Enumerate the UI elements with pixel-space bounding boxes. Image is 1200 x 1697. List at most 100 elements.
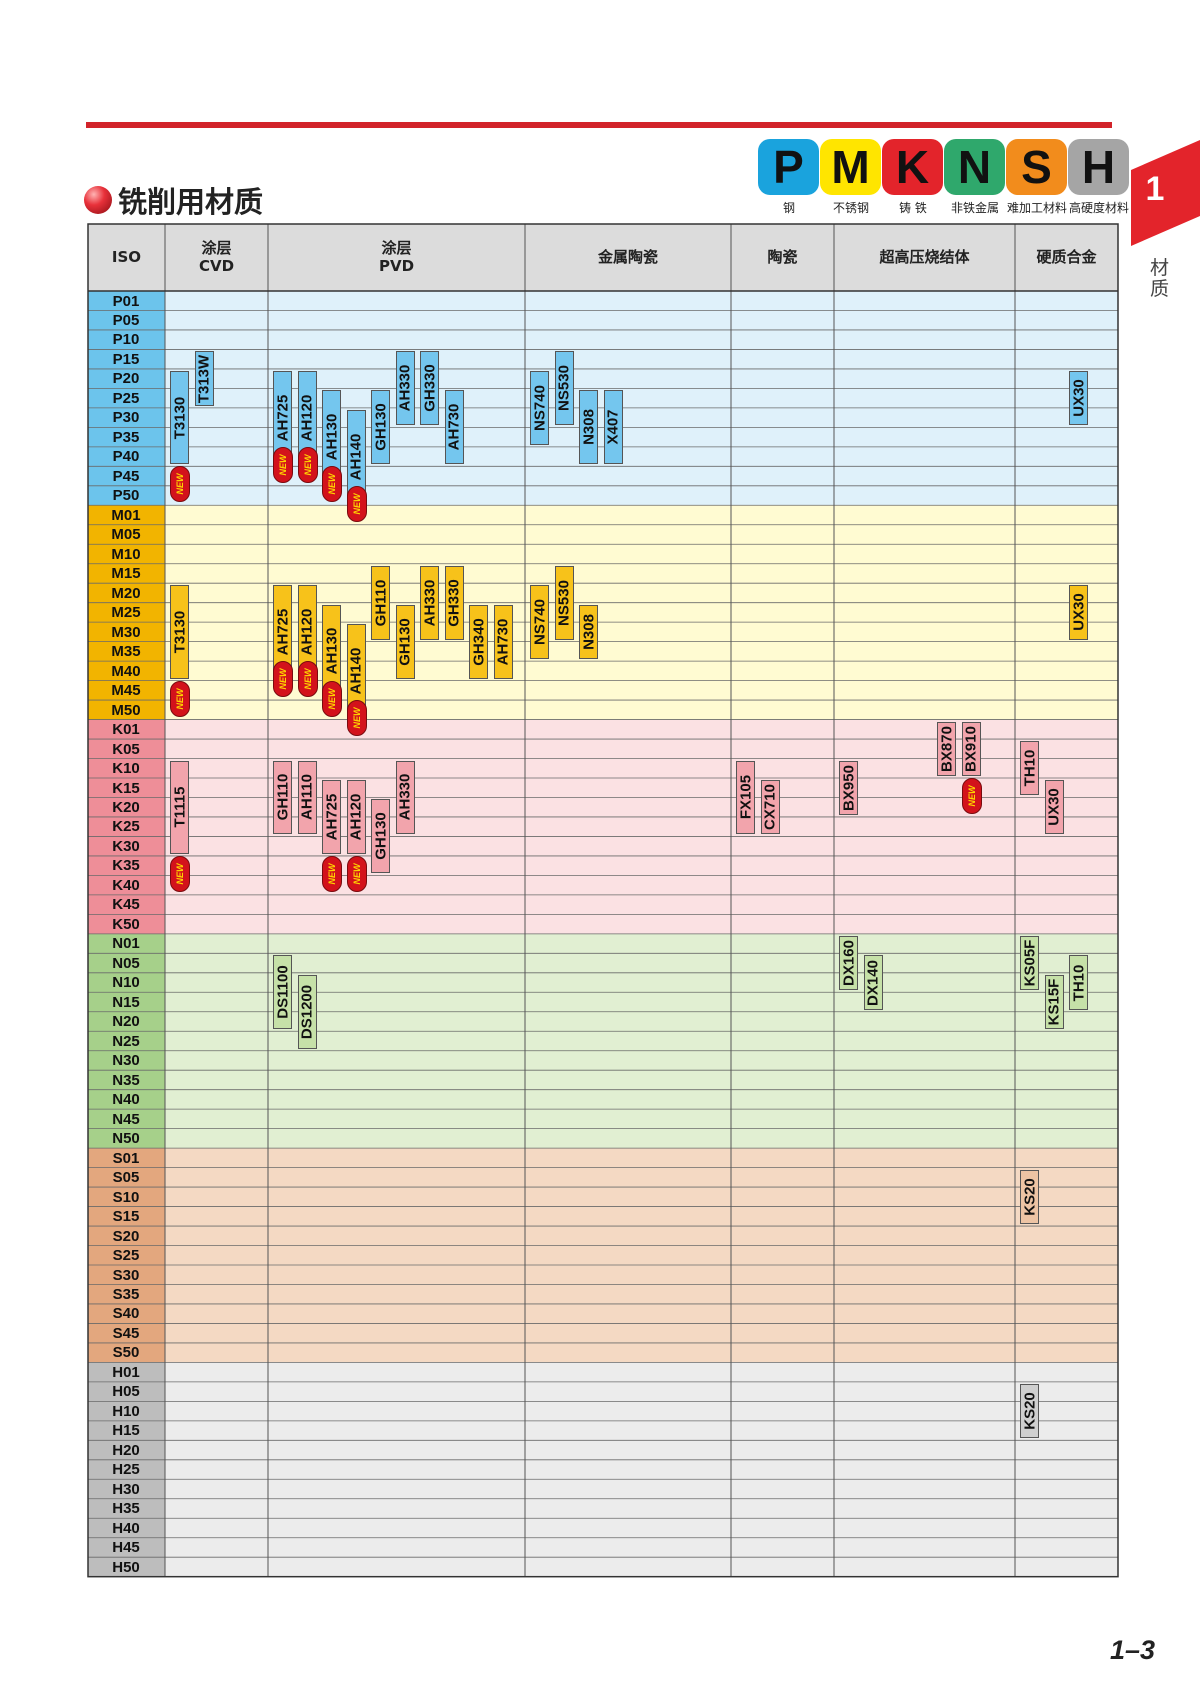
iso-code: N30: [112, 1052, 140, 1070]
grade-label: KS20: [1021, 1178, 1038, 1216]
iso-code: N50: [112, 1130, 140, 1148]
section-title: 铣削用材质: [84, 180, 263, 220]
grade-gh130: GH130: [371, 799, 390, 874]
grade-gh330: GH330: [444, 565, 464, 640]
group-bg-h: [165, 1362, 1118, 1577]
group-bg-n: [165, 933, 1118, 1149]
grade-label: KS20: [1021, 1392, 1038, 1430]
new-badge-icon: NEW: [961, 778, 982, 814]
iso-code: M10: [111, 545, 141, 563]
iso-code: N25: [112, 1032, 140, 1050]
grade-t3130: T3130: [170, 370, 189, 465]
iso-code: K45: [112, 896, 140, 914]
iso-code: N40: [112, 1091, 140, 1109]
grade-ks20: KS20: [1020, 1169, 1039, 1225]
grade-label: AH120: [298, 608, 316, 656]
grade-label: UX30: [1070, 379, 1087, 417]
iso-code: P40: [112, 448, 140, 466]
grade-ns740: NS740: [530, 370, 549, 445]
table-header-4: 陶瓷: [767, 247, 798, 266]
new-badge-label: NEW: [327, 688, 337, 710]
grade-label: AH330: [396, 774, 414, 821]
new-badge-icon: NEW: [346, 855, 367, 892]
iso-code: S25: [112, 1247, 140, 1265]
new-badge-label: NEW: [278, 454, 288, 476]
iso-code: K50: [112, 915, 140, 933]
grade-t3130: T3130: [170, 585, 189, 679]
iso-code: K30: [112, 837, 140, 855]
category-label-m: 不锈钢: [832, 201, 869, 215]
new-badge-label: NEW: [278, 668, 288, 690]
grade-label: DX140: [864, 959, 882, 1006]
grade-label: KS05F: [1021, 939, 1038, 987]
grade-label: DX160: [840, 940, 857, 986]
section-tab: [1131, 140, 1200, 246]
grade-t313w: T313W: [194, 351, 214, 406]
new-badge-label: NEW: [175, 688, 185, 710]
group-bg-s: [165, 1148, 1118, 1363]
grade-n308: N308: [579, 390, 598, 465]
iso-code: S15: [112, 1208, 140, 1226]
grade-label: X407: [604, 409, 622, 445]
grade-label: GH130: [396, 617, 414, 666]
new-badge-icon: NEW: [170, 855, 190, 892]
section-title-text: 铣削用材质: [118, 185, 264, 219]
iso-code: P25: [112, 389, 140, 407]
new-badge-icon: NEW: [297, 661, 318, 698]
iso-code: H50: [112, 1558, 140, 1576]
iso-code: S30: [112, 1266, 140, 1284]
grade-label: KS15F: [1045, 978, 1063, 1026]
grade-label: AH130: [323, 628, 340, 675]
new-badge-icon: NEW: [322, 680, 342, 717]
iso-code: S45: [112, 1324, 140, 1342]
top-rule: [86, 122, 1112, 128]
category-badge-p: P: [758, 139, 819, 195]
grade-x407: X407: [603, 390, 623, 465]
grade-gh130: GH130: [395, 604, 415, 679]
page-number: 1–3: [1110, 1635, 1156, 1665]
iso-code: H35: [112, 1500, 140, 1518]
new-badge-icon: NEW: [322, 855, 342, 892]
category-badge-m: M: [820, 139, 881, 195]
grade-label: N308: [580, 613, 597, 650]
category-badge-s: S: [1006, 139, 1067, 195]
grade-label: NS530: [555, 579, 573, 626]
grade-label: TH10: [1070, 964, 1087, 1001]
iso-code: M05: [111, 526, 141, 544]
grade-label: DS1100: [274, 965, 291, 1019]
section-tab-label: 材质: [1150, 257, 1170, 300]
grade-label: GH130: [372, 403, 389, 452]
grade-gh110: GH110: [273, 760, 292, 835]
grade-label: AH330: [396, 365, 414, 412]
new-badge-icon: NEW: [322, 466, 342, 503]
new-badge-label: NEW: [351, 493, 362, 515]
grade-label: AH330: [421, 579, 438, 627]
iso-code: P50: [112, 487, 140, 505]
grade-ah730: AH730: [493, 604, 513, 679]
new-badge-icon: NEW: [273, 446, 293, 483]
grade-label: N308: [580, 409, 597, 446]
category-badge-n: N: [944, 139, 1005, 195]
grade-ah725: AH725: [322, 780, 341, 854]
table-header-6: 硬质合金: [1036, 247, 1097, 266]
iso-code: N20: [112, 1013, 140, 1031]
grade-label: GH110: [274, 774, 291, 821]
grade-n308: N308: [579, 604, 598, 660]
grade-ux30: UX30: [1069, 585, 1088, 640]
iso-code: K40: [112, 876, 140, 894]
iso-code: M40: [111, 662, 141, 680]
category-badge-k: K: [882, 139, 943, 195]
grade-label: UX30: [1070, 593, 1087, 632]
iso-code: N15: [112, 993, 140, 1011]
new-badge-label: NEW: [351, 707, 362, 729]
category-label-s: 难加工材料: [1006, 201, 1067, 215]
grade-label: AH730: [445, 403, 463, 451]
grade-th10: TH10: [1020, 741, 1039, 796]
iso-code: H40: [112, 1519, 140, 1537]
category-label-k: 铸 铁: [899, 201, 927, 215]
iso-code: S20: [112, 1227, 140, 1245]
grade-label: T313W: [195, 354, 213, 403]
grade-gh340: GH340: [469, 604, 488, 679]
iso-code: K01: [112, 721, 140, 739]
table-border: [87, 223, 1119, 1578]
